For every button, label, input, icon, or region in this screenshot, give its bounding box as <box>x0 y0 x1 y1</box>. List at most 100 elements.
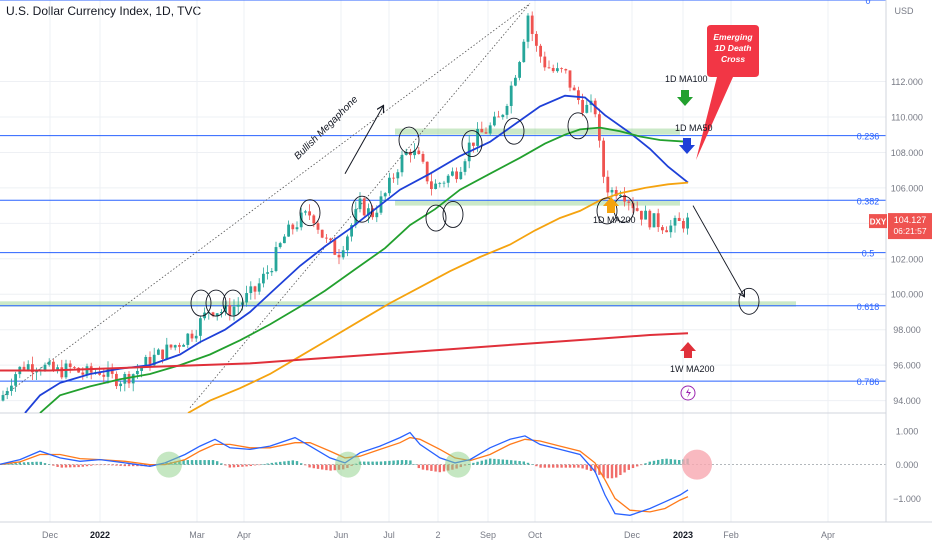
macd-histogram-bar <box>564 464 567 468</box>
candle-body <box>686 217 689 229</box>
macd-histogram-bar <box>522 461 525 465</box>
fib-label-2: 0.382 <box>857 196 880 206</box>
macd-histogram-bar <box>253 464 257 466</box>
candle-body <box>329 238 332 241</box>
candle-body <box>682 220 685 229</box>
candle-body <box>409 151 412 156</box>
macd-histogram-bar <box>43 463 47 465</box>
macd-histogram-bar <box>85 464 89 467</box>
candle-body <box>119 383 122 387</box>
candle-body <box>619 194 622 197</box>
macd-histogram-bar <box>678 459 681 465</box>
macd-histogram-bar <box>430 464 433 471</box>
macd-histogram-bar <box>505 459 509 465</box>
y-tick-2: 108.000 <box>891 148 924 158</box>
macd-histogram-bar <box>6 463 9 465</box>
macd-tick-1: 0.000 <box>896 460 919 470</box>
candle-body <box>413 150 416 156</box>
candle-body <box>161 349 164 360</box>
candle-body <box>10 385 13 392</box>
macd-histogram-bar <box>396 460 399 465</box>
x-tick-1: 2022 <box>90 530 110 540</box>
candle-body <box>404 151 408 155</box>
candle-body <box>81 372 85 375</box>
candle-body <box>182 344 185 347</box>
candle-body <box>383 193 387 197</box>
candle-body <box>396 172 400 179</box>
support-zone-0 <box>395 128 680 135</box>
macd-histogram-bar <box>321 464 324 470</box>
macd-histogram-bar <box>81 464 84 467</box>
macd-histogram-bar <box>241 464 244 467</box>
macd-histogram-bar <box>216 461 219 465</box>
candle-body <box>169 344 173 348</box>
x-tick-6: 2 <box>435 530 440 540</box>
candle-body <box>316 223 320 230</box>
candle-body <box>480 128 484 133</box>
candle-body <box>85 366 89 375</box>
macd-histogram-bar <box>300 463 303 465</box>
macd-histogram-bar <box>190 460 194 465</box>
candle-body <box>631 202 635 209</box>
macd-histogram-bar <box>279 461 282 465</box>
macd-histogram-bar <box>220 463 223 465</box>
candle-body <box>73 367 76 368</box>
candle-body <box>606 176 610 193</box>
callout-line-2: Cross <box>721 54 745 64</box>
candle-body <box>581 99 584 113</box>
macd-histogram-bar <box>31 461 34 465</box>
macd-histogram-bar <box>619 464 622 476</box>
candle-body <box>434 183 437 190</box>
candle-body <box>341 250 345 258</box>
macd-histogram-bar <box>673 459 677 465</box>
fib-label-0: 0 <box>865 0 870 6</box>
macd-histogram-bar <box>98 464 101 466</box>
candle-body <box>291 224 295 230</box>
macd-histogram-bar <box>573 464 576 468</box>
macd-histogram-bar <box>333 464 336 471</box>
candle-body <box>144 356 148 368</box>
candle-body <box>262 273 265 284</box>
candle-body <box>539 45 542 57</box>
candle-body <box>585 104 589 113</box>
macd-tick-0: 1.000 <box>896 426 919 436</box>
candle-body <box>635 208 639 211</box>
candle-body <box>165 344 169 360</box>
ma50-arrow <box>679 138 695 154</box>
candle-body <box>543 56 547 68</box>
macd-histogram-bar <box>308 464 311 468</box>
macd-histogram-bar <box>312 464 315 469</box>
candle-body <box>472 142 475 146</box>
macd-histogram-bar <box>211 460 215 465</box>
price-circle-5 <box>398 126 420 154</box>
macd-histogram-bar <box>409 460 412 465</box>
macd-histogram-bar <box>304 464 307 466</box>
macd-histogram-bar <box>258 464 261 466</box>
macd-histogram-bar <box>90 464 93 466</box>
chart-title: U.S. Dollar Currency Index, 1D, TVC <box>6 4 202 18</box>
macd-histogram-bar <box>606 464 609 479</box>
macd-histogram-bar <box>518 461 521 465</box>
candle-body <box>308 211 311 216</box>
candle-body <box>249 286 253 294</box>
macd-histogram-bar <box>48 464 51 465</box>
candle-body <box>325 237 328 239</box>
candle-body <box>283 236 286 244</box>
macd-histogram-bar <box>182 460 185 465</box>
candle-body <box>560 68 563 70</box>
x-tick-9: Dec <box>624 530 641 540</box>
macd-histogram-bar <box>510 460 513 465</box>
macd-histogram-bar <box>514 460 517 465</box>
macd-histogram-bar <box>648 461 651 465</box>
macd-histogram-bar <box>316 464 320 469</box>
candle-body <box>224 305 227 313</box>
macd-histogram-bar <box>132 464 135 467</box>
macd-histogram-bar <box>287 460 290 465</box>
candle-body <box>1 395 5 401</box>
megaphone-line <box>1 3 531 398</box>
callout-line-0: Emerging <box>713 32 753 42</box>
y-tick-5: 102.000 <box>891 254 924 264</box>
macd-histogram-bar <box>224 464 227 466</box>
macd-histogram-bar <box>627 464 630 470</box>
